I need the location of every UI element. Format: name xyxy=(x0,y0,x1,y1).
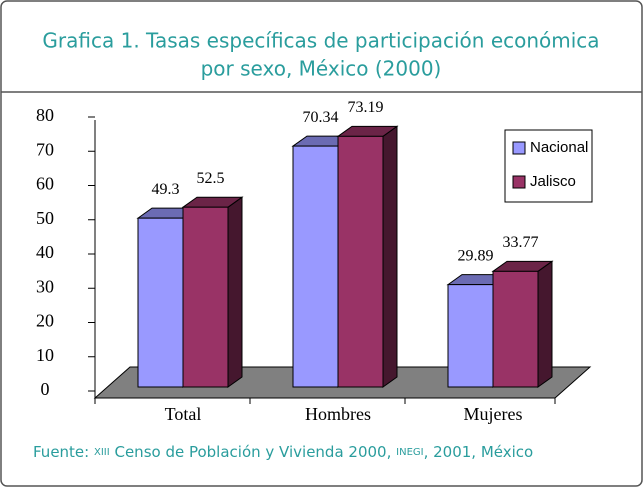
value-label: 49.3 xyxy=(152,181,180,198)
bar-side xyxy=(227,196,243,388)
y-tick-label: 80 xyxy=(36,105,54,125)
bar xyxy=(292,145,339,388)
bar xyxy=(137,217,184,388)
y-tick-label: 0 xyxy=(41,379,50,399)
y-tick-label: 10 xyxy=(36,345,54,365)
value-label: 29.89 xyxy=(458,247,494,264)
legend-label: Jalisco xyxy=(530,173,576,190)
x-tick-label: Hombres xyxy=(305,404,371,424)
value-label: 33.77 xyxy=(503,234,539,251)
y-tick-label: 50 xyxy=(36,208,54,228)
x-tick-label: Mujeres xyxy=(464,404,523,424)
bar-side xyxy=(382,125,398,388)
footer: Fuente: XIII Censo de Población y Vivien… xyxy=(33,443,533,461)
legend-swatch xyxy=(512,141,526,155)
bar-side xyxy=(537,260,553,388)
y-tick-label: 70 xyxy=(36,139,54,159)
y-tick-label: 30 xyxy=(36,276,54,296)
bar xyxy=(337,135,384,388)
bar xyxy=(492,270,539,388)
y-tick-label: 60 xyxy=(36,174,54,194)
y-tick-label: 20 xyxy=(36,311,54,331)
value-label: 73.19 xyxy=(348,99,384,116)
x-tick-label: Total xyxy=(165,404,202,424)
legend-swatch xyxy=(512,175,526,189)
y-tick-label: 40 xyxy=(36,242,54,262)
bar xyxy=(182,206,229,388)
legend-label: Nacional xyxy=(530,139,588,156)
bar xyxy=(447,284,494,388)
value-label: 52.5 xyxy=(197,170,225,187)
chart-title: Grafica 1. Tasas específicas de particip… xyxy=(42,29,599,53)
value-label: 70.34 xyxy=(303,109,339,126)
chart-title: por sexo, México (2000) xyxy=(201,57,442,81)
